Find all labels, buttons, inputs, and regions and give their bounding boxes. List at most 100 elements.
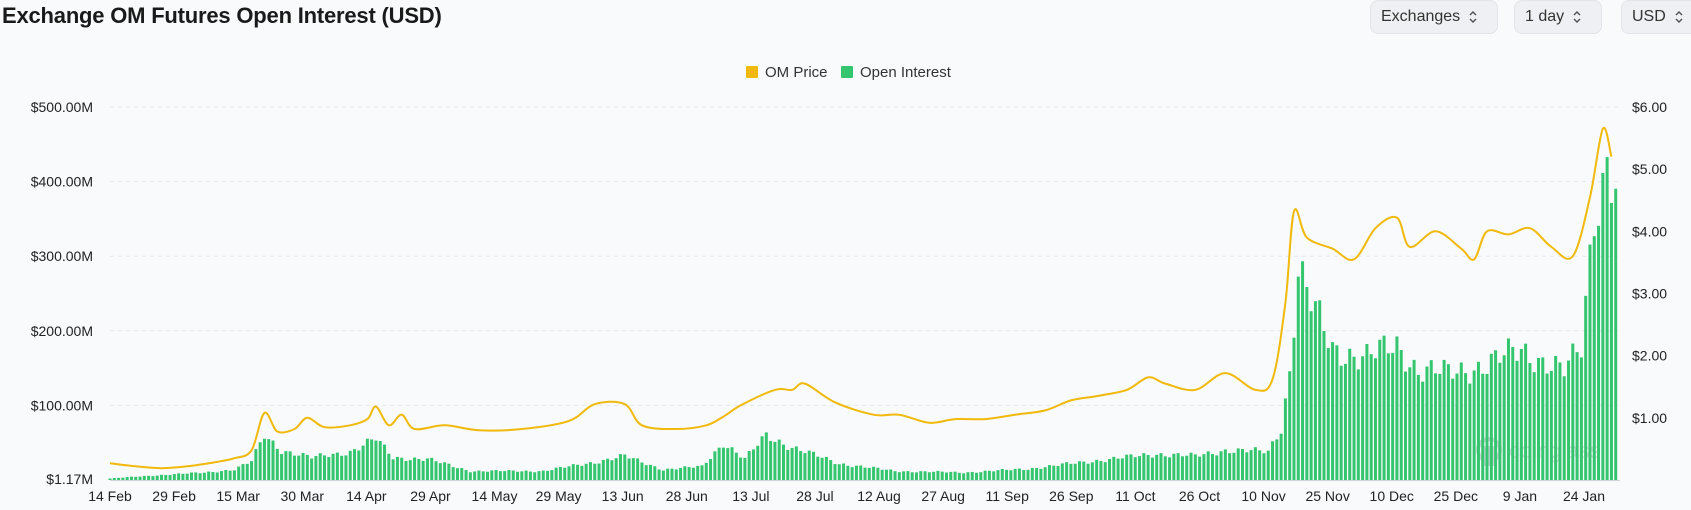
open-interest-bar <box>1022 470 1026 480</box>
om-price-line <box>109 126 1613 470</box>
open-interest-bar <box>661 470 665 480</box>
open-interest-bar <box>455 468 459 480</box>
open-interest-bar <box>340 455 344 480</box>
open-interest-bar <box>747 451 751 480</box>
open-interest-bar <box>627 458 631 480</box>
open-interest-bar <box>211 471 215 480</box>
open-interest-bar <box>713 451 717 480</box>
x-axis-tick-label: 29 Apr <box>410 488 451 504</box>
open-interest-bar <box>880 469 884 480</box>
open-interest-bar <box>507 470 511 480</box>
x-axis: 14 Feb 29 Feb 15 Mar 30 Mar 14 Apr 29 Apr 14 M… <box>88 480 1620 504</box>
open-interest-bar <box>979 472 983 480</box>
open-interest-bar <box>996 470 1000 480</box>
open-interest-bar <box>250 461 254 480</box>
open-interest-bar <box>168 475 172 480</box>
x-axis-tick-label: 9 Jan <box>1503 488 1537 504</box>
open-interest-bar <box>413 457 417 480</box>
legend-label-om-price[interactable]: OM Price <box>765 64 828 81</box>
open-interest-bar <box>859 465 863 480</box>
open-interest-bar <box>1609 202 1613 480</box>
open-interest-bar <box>1592 236 1596 480</box>
open-interest-bar <box>370 439 374 480</box>
open-interest-bar <box>1567 360 1571 480</box>
x-axis-tick-label: 14 May <box>472 488 518 504</box>
open-interest-bar <box>395 456 399 480</box>
page-title: Exchange OM Futures Open Interest (USD) <box>2 3 442 28</box>
x-axis-tick-label: 12 Aug <box>857 488 901 504</box>
open-interest-bar <box>1498 362 1502 480</box>
open-interest-bar <box>1365 344 1369 480</box>
x-axis-tick-label: 29 Feb <box>152 488 196 504</box>
left-axis-tick-label: $100.00M <box>31 397 93 413</box>
right-axis-tick-label: $5.00 <box>1632 161 1667 177</box>
open-interest-bar <box>1339 365 1343 480</box>
x-axis-tick-label: 10 Nov <box>1241 488 1285 504</box>
open-interest-bar <box>1416 374 1420 480</box>
open-interest-bar <box>769 441 773 480</box>
open-interest-bar <box>503 471 507 480</box>
currency-select[interactable]: USD <box>1621 0 1691 34</box>
open-interest-bar <box>1481 373 1485 480</box>
open-interest-bar <box>1039 468 1043 480</box>
open-interest-bar <box>181 473 185 480</box>
open-interest-bar <box>1288 371 1292 480</box>
open-interest-bar <box>1163 456 1167 480</box>
open-interest-bar <box>1228 453 1232 480</box>
open-interest-bar <box>1318 300 1322 480</box>
open-interest-bar <box>1189 452 1193 480</box>
open-interest-bar <box>524 470 528 480</box>
open-interest-bar <box>318 453 322 480</box>
open-interest-bar <box>773 441 777 480</box>
open-interest-bar <box>966 472 970 480</box>
open-interest-bar <box>511 470 515 480</box>
open-interest-bar <box>824 456 828 480</box>
open-interest-bar <box>207 471 211 480</box>
open-interest-bar <box>498 471 502 480</box>
open-interest-bar <box>1090 462 1094 480</box>
open-interest-bar <box>1597 225 1601 480</box>
open-interest-bar <box>975 472 979 480</box>
open-interest-bar <box>1361 356 1365 480</box>
open-interest-bar <box>1301 261 1305 480</box>
open-interest-bar <box>1429 360 1433 480</box>
open-interest-bar <box>614 458 618 480</box>
open-interest-bar <box>1438 373 1442 480</box>
open-interest-bar <box>147 475 151 480</box>
open-interest-bar <box>803 453 807 480</box>
open-interest-bar <box>1408 367 1412 480</box>
open-interest-bar <box>443 462 447 480</box>
legend-swatch-om-price <box>746 66 758 78</box>
open-interest-bar <box>1133 457 1137 480</box>
right-axis-tick-label: $6.00 <box>1632 99 1667 115</box>
open-interest-bar <box>1292 337 1296 480</box>
chevron-updown-icon <box>1468 9 1478 25</box>
open-interest-bar <box>1399 349 1403 480</box>
legend-label-open-interest[interactable]: Open Interest <box>860 64 952 81</box>
open-interest-bar <box>344 455 348 480</box>
open-interest-bar <box>297 455 301 480</box>
open-interest-bar <box>850 467 854 480</box>
open-interest-bar <box>576 464 580 480</box>
open-interest-bar <box>584 463 588 480</box>
open-interest-bar <box>172 474 176 480</box>
interval-select[interactable]: 1 day <box>1514 0 1602 34</box>
open-interest-bar <box>322 455 326 480</box>
open-interest-bar <box>790 447 794 480</box>
open-interest-bar <box>833 464 837 480</box>
open-interest-bar <box>1232 452 1236 480</box>
open-interest-bar <box>142 475 146 480</box>
open-interest-bar <box>593 463 597 480</box>
open-interest-bar <box>816 456 820 480</box>
open-interest-bar <box>597 463 601 480</box>
open-interest-bar <box>1378 339 1382 480</box>
exchanges-select[interactable]: Exchanges <box>1370 0 1498 34</box>
open-interest-bar <box>1009 470 1013 480</box>
open-interest-bar <box>794 446 798 480</box>
open-interest-bar <box>267 439 271 480</box>
open-interest-bar <box>1536 358 1540 480</box>
open-interest-bar <box>1210 453 1214 480</box>
open-interest-bar <box>1511 346 1515 480</box>
open-interest-bar <box>1524 343 1528 480</box>
